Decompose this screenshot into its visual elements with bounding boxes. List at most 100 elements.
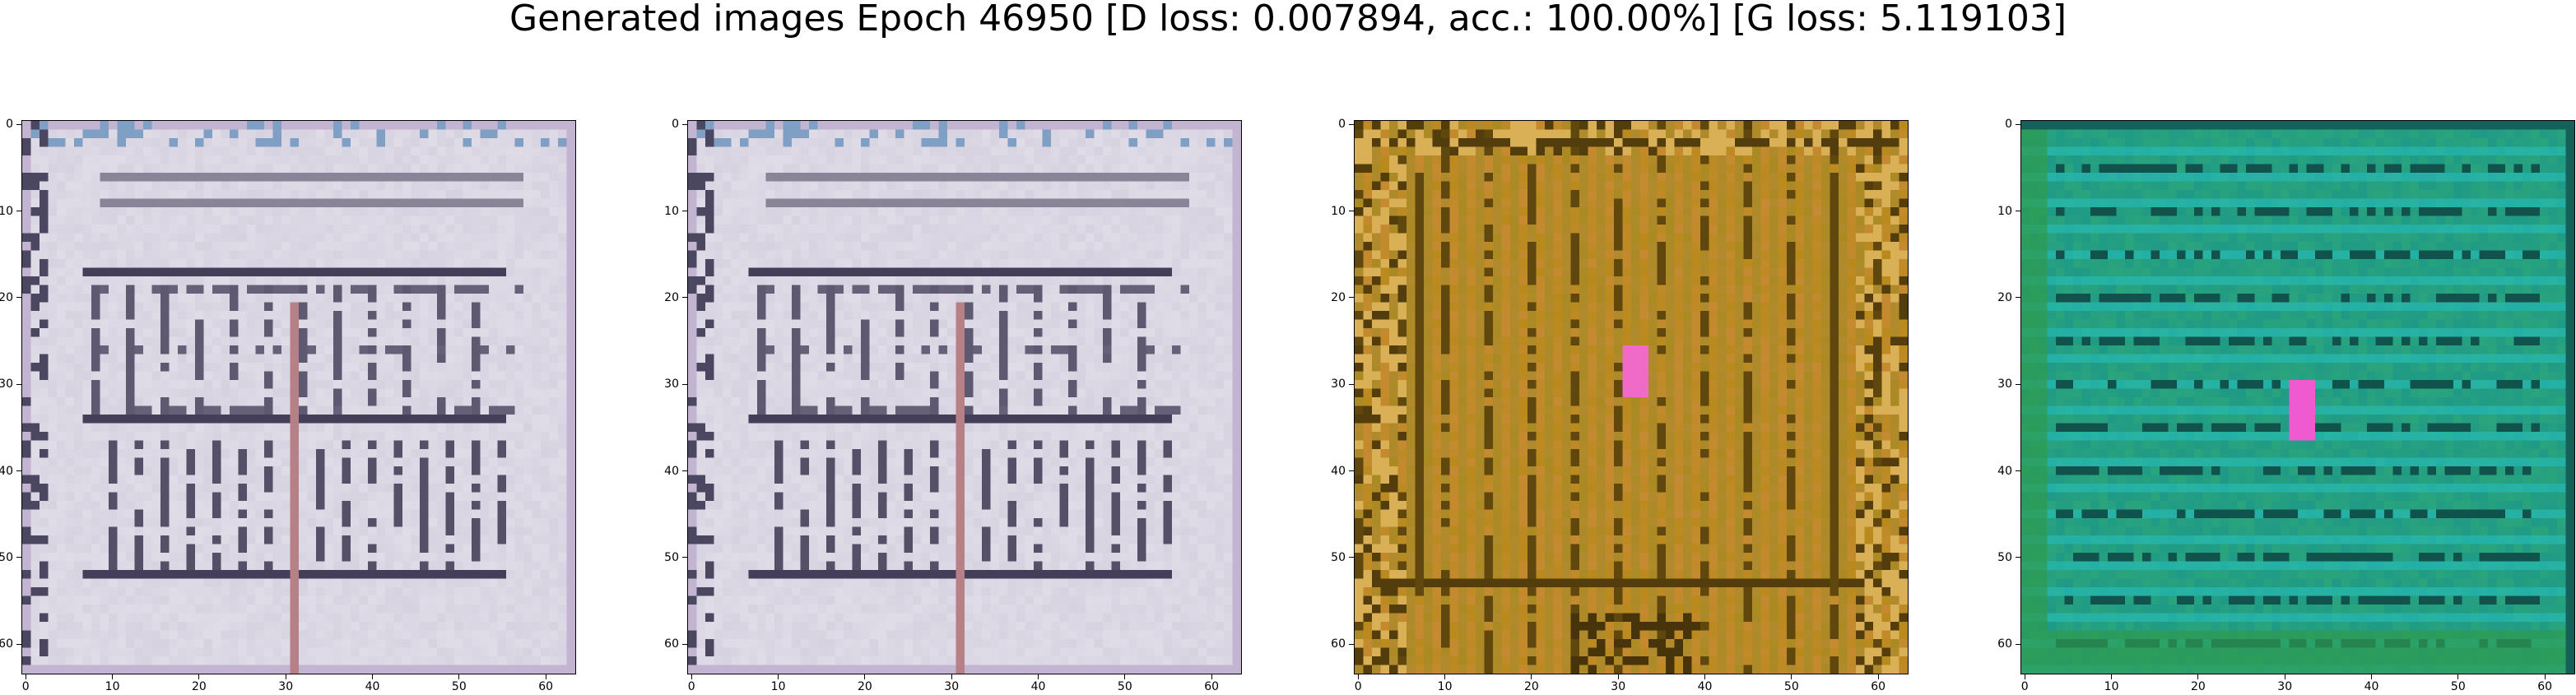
pixel-cell <box>411 570 421 579</box>
pixel-cell <box>203 354 213 364</box>
pixel-cell <box>91 138 100 147</box>
pixel-cell <box>281 475 291 484</box>
pixel-cell <box>333 630 342 640</box>
pixel-cell <box>40 276 49 285</box>
pixel-cell <box>947 173 956 182</box>
pixel-cell <box>359 242 369 251</box>
pixel-cell <box>1007 173 1017 182</box>
pixel-cell <box>100 423 109 433</box>
pixel-cell <box>472 155 481 164</box>
pixel-cell <box>532 319 542 329</box>
pixel-cell <box>385 302 394 312</box>
pixel-cell <box>886 146 896 156</box>
pixel-cell <box>30 578 40 588</box>
pixel-cell <box>368 553 377 562</box>
pixel-cell <box>48 164 58 174</box>
pixel-cell <box>230 457 239 467</box>
pixel-cell <box>203 233 213 243</box>
pixel-cell <box>1224 225 1233 234</box>
pixel-cell <box>472 181 481 191</box>
pixel-cell <box>307 492 317 502</box>
pixel-cell <box>359 423 369 433</box>
pixel-cell <box>463 276 472 285</box>
pixel-cell <box>489 388 498 398</box>
pixel-cell <box>169 622 179 631</box>
pixel-cell <box>393 595 403 605</box>
pixel-cell <box>445 518 455 527</box>
pixel-cell <box>65 415 75 424</box>
pixel-cell <box>566 466 575 475</box>
pixel-cell <box>532 440 542 450</box>
pixel-cell <box>342 380 351 389</box>
pixel-cell <box>324 578 334 588</box>
pixel-cell <box>420 311 429 320</box>
pixel-cell <box>109 605 118 614</box>
pixel-cell <box>895 225 904 234</box>
pixel-cell <box>230 173 239 182</box>
pixel-cell <box>30 397 40 406</box>
pixel-cell <box>169 570 179 579</box>
pixel-cell <box>523 639 532 648</box>
pixel-cell <box>368 225 377 234</box>
pixel-cell <box>82 553 92 562</box>
pixel-cell <box>247 380 256 389</box>
pixel-cell <box>91 121 100 130</box>
pixel-cell <box>411 613 421 623</box>
pixel-cell <box>281 173 291 182</box>
pixel-cell <box>514 397 524 406</box>
pixel-cell <box>359 319 369 329</box>
pixel-cell <box>497 475 507 484</box>
pixel-cell <box>342 328 351 337</box>
pixel-cell <box>886 155 896 164</box>
pixel-cell <box>506 207 515 216</box>
pixel-cell <box>342 363 351 372</box>
pixel-cell <box>411 363 421 372</box>
pixel-cell <box>393 190 403 199</box>
pixel-cell <box>186 302 196 312</box>
pixel-cell <box>411 181 421 191</box>
pixel-cell <box>40 613 49 623</box>
pixel-cell <box>151 155 161 164</box>
pixel-cell <box>489 294 498 303</box>
pixel-cell <box>186 371 196 381</box>
pixel-cell <box>359 397 369 406</box>
pixel-cell <box>134 613 144 623</box>
pixel-cell <box>82 509 92 519</box>
pixel-cell <box>558 267 567 277</box>
pixel-cell <box>376 129 386 139</box>
pixel-cell <box>688 215 697 225</box>
pixel-cell <box>376 294 386 303</box>
pixel-cell <box>169 440 179 450</box>
pixel-cell <box>454 466 463 475</box>
pixel-cell <box>532 336 542 346</box>
pixel-cell <box>151 259 161 268</box>
pixel-cell <box>203 302 213 312</box>
pixel-cell <box>437 233 446 243</box>
pixel-cell <box>541 285 550 294</box>
pixel-cell <box>333 595 342 605</box>
pixel-cell <box>82 345 92 354</box>
pixel-cell <box>134 181 144 191</box>
pixel-cell <box>1059 215 1069 225</box>
pixel-cell <box>1207 121 1216 130</box>
pixel-cell <box>324 518 334 527</box>
pixel-cell <box>91 233 100 243</box>
pixel-cell <box>178 233 187 243</box>
pixel-cell <box>411 311 421 320</box>
pixel-cell <box>420 121 429 130</box>
pixel-cell <box>281 294 291 303</box>
pixel-cell <box>74 457 83 467</box>
pixel-cell <box>40 605 49 614</box>
pixel-cell <box>506 371 515 381</box>
pixel-cell <box>558 415 567 424</box>
pixel-cell <box>921 233 931 243</box>
pixel-cell <box>411 518 421 527</box>
pixel-cell <box>100 164 109 174</box>
pixel-cell <box>264 518 273 527</box>
pixel-cell <box>1155 138 1164 147</box>
pixel-cell <box>65 518 75 527</box>
pixel-cell <box>203 345 213 354</box>
pixel-cell <box>126 415 135 424</box>
pixel-cell <box>74 665 83 674</box>
pixel-cell <box>48 319 58 329</box>
